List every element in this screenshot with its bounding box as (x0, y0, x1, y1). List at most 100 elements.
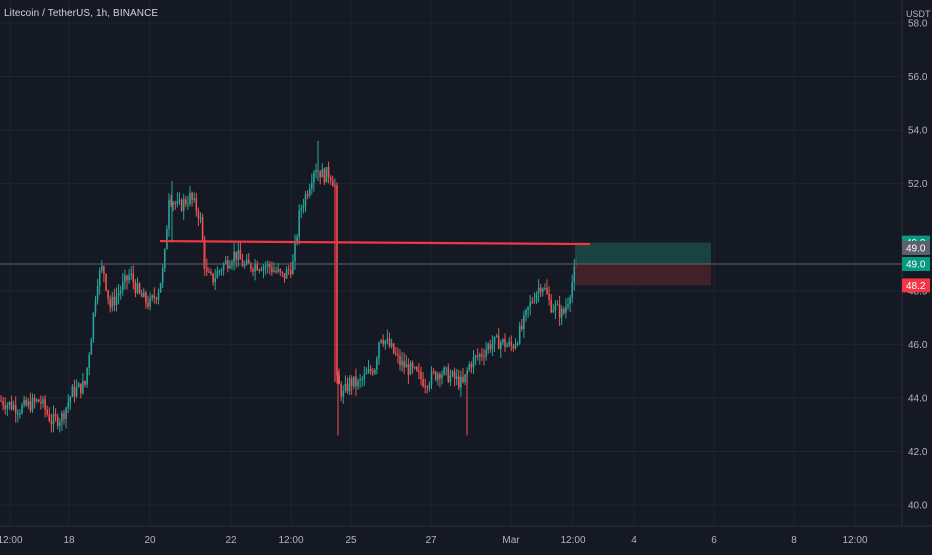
candle-body (344, 383, 347, 391)
candle (491, 335, 494, 356)
candle (340, 381, 342, 402)
candle (174, 200, 177, 210)
candle-body (52, 414, 55, 425)
candle (426, 385, 429, 394)
candle-body (273, 270, 275, 272)
candle-body (117, 293, 120, 296)
candle (495, 333, 498, 338)
candle (248, 253, 250, 264)
candle (537, 279, 540, 303)
candle (237, 242, 240, 267)
candle-body (149, 297, 151, 307)
candle (117, 284, 120, 305)
candle-body (187, 203, 189, 205)
candle-body (445, 367, 447, 369)
candle (533, 292, 536, 304)
candle-body (220, 270, 223, 272)
candle (14, 396, 17, 423)
candle-body (378, 342, 380, 359)
candle-body (17, 413, 19, 415)
candle-body (504, 339, 506, 347)
candle (239, 241, 242, 260)
candle (166, 225, 168, 250)
candle-body (132, 273, 135, 283)
candle-body (371, 371, 374, 374)
price-badge-bg (902, 241, 930, 255)
candle (46, 405, 48, 417)
candle (434, 370, 437, 382)
candle-body (533, 300, 536, 302)
candle-body (563, 308, 565, 313)
price-badge-bg (902, 257, 930, 271)
time-tick-label: 8 (791, 535, 797, 546)
time-tick-label: 27 (425, 535, 437, 546)
candle-body (115, 295, 118, 306)
candle-body (514, 344, 517, 349)
candle-body (386, 338, 389, 341)
candle-body (67, 402, 69, 408)
candle (409, 360, 412, 376)
candle (145, 290, 147, 309)
candle-body (71, 386, 74, 398)
candle-body (82, 380, 84, 394)
time-tick-label: 6 (711, 535, 717, 546)
candle (384, 339, 387, 350)
candle-body (88, 354, 90, 368)
candle-body (392, 343, 395, 354)
candle (470, 361, 473, 374)
candle (405, 355, 408, 368)
candle (506, 342, 508, 348)
symbol-title[interactable]: Litecoin / TetherUS, 1h, BINANCE (4, 8, 159, 19)
candle (439, 372, 441, 388)
candle-body (0, 400, 2, 402)
candle-body (443, 367, 445, 375)
candle (71, 383, 74, 398)
candles (0, 140, 578, 436)
candle-body (86, 367, 88, 385)
candle (363, 366, 366, 387)
candle (401, 352, 403, 372)
candle-body (552, 310, 555, 313)
candle-body (565, 306, 567, 313)
candle (306, 190, 309, 200)
candle (208, 267, 210, 273)
candle-body (401, 360, 403, 366)
candle (313, 170, 315, 192)
candle-body (203, 239, 206, 268)
candle-body (31, 397, 34, 411)
price-badge-bg (902, 278, 930, 293)
candle-body (174, 202, 177, 204)
candle (126, 274, 128, 290)
candle-body (56, 416, 59, 426)
time-tick-label: 22 (225, 535, 237, 546)
candle (275, 266, 277, 274)
candle (350, 375, 353, 395)
candle-body (287, 269, 290, 271)
candle (21, 402, 23, 415)
candle-body (476, 355, 479, 357)
candle-body (90, 339, 93, 355)
candle (185, 196, 187, 208)
candle-body (502, 339, 504, 343)
candle (348, 375, 351, 396)
candle (189, 186, 191, 207)
candle (390, 338, 393, 349)
candle (94, 295, 97, 317)
candle-body (271, 267, 273, 272)
candle-body (61, 413, 63, 423)
candle-body (157, 292, 160, 300)
candle (518, 321, 521, 346)
candle-body (483, 356, 485, 358)
candle (329, 175, 332, 185)
candle (235, 251, 237, 268)
candle (481, 347, 483, 362)
time-tick-label: 12:00 (278, 535, 303, 546)
candle (203, 236, 206, 276)
candle (98, 267, 101, 295)
currency-label: USDT (906, 9, 931, 19)
price-tick-label: 44.0 (908, 393, 928, 404)
candle-body (424, 386, 426, 388)
price-tick-label: 46.0 (908, 340, 928, 351)
